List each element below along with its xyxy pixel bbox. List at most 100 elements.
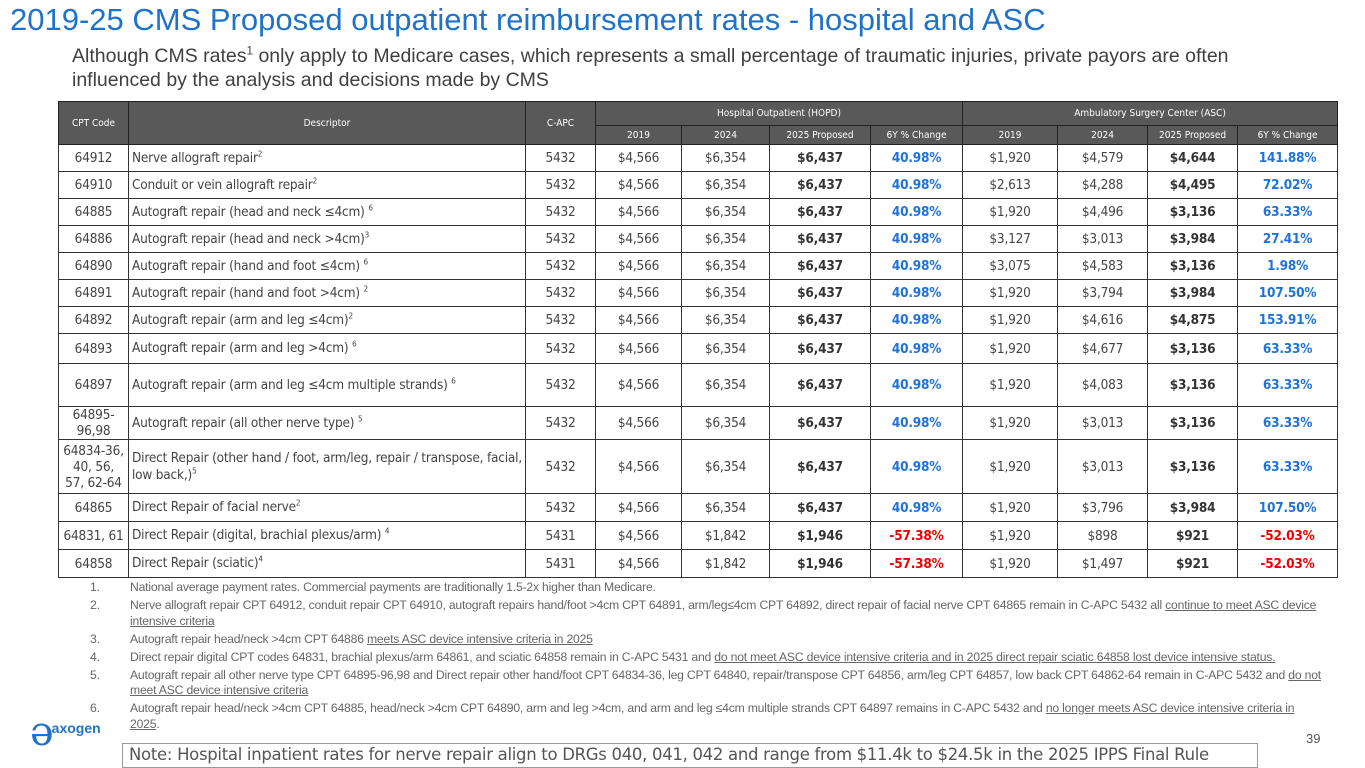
hopd-2025-proposed-cell: $1,946: [769, 521, 871, 550]
asc-2024-cell: $4,083: [1057, 363, 1149, 407]
asc-2025-proposed-cell: $4,495: [1147, 171, 1239, 199]
hopd-6y-change-cell: 40.98%: [869, 363, 964, 407]
table-row: 64834-36, 40, 56, 57, 62-64 Direct Repair…: [58, 439, 1339, 494]
hopd-2024-cell: $6,354: [681, 225, 770, 253]
footnote-number: 4.: [90, 649, 100, 664]
header-cpt-code: CPT Code: [58, 101, 129, 145]
c-apc-cell: 5432: [525, 171, 596, 199]
descriptor-cell: Direct Repair (other hand / foot, arm/le…: [128, 439, 526, 494]
hopd-2019-cell: $4,566: [595, 493, 682, 522]
hopd-2024-cell: $1,842: [681, 521, 770, 550]
table-row: 64895-96,98 Autograft repair (all other n…: [58, 406, 1339, 440]
subtitle-footnote-ref: 1: [246, 44, 254, 58]
hopd-2024-cell: $6,354: [681, 279, 770, 307]
footnote-body: Autograft repair head/neck >4cm CPT 6488…: [130, 631, 367, 646]
footnote-ref: 2: [312, 175, 318, 185]
footnote-number: 2.: [90, 597, 100, 612]
descriptor-cell: Autograft repair (arm and leg ≤4cm)2: [128, 306, 526, 334]
hopd-2019-cell: $4,566: [595, 252, 682, 280]
table-row: 64897 Autograft repair (arm and leg ≤4cm …: [58, 363, 1339, 407]
asc-2019-cell: $1,920: [962, 521, 1059, 550]
hopd-2025-proposed-cell: $6,437: [769, 144, 871, 172]
asc-2025-proposed-cell: $3,136: [1147, 406, 1239, 440]
asc-2019-cell: $1,920: [962, 279, 1059, 307]
descriptor-text: Autograft repair (hand and foot ≤4cm): [132, 257, 364, 274]
descriptor-text: Autograft repair (head and neck >4cm): [132, 230, 365, 247]
footnote-text: Nerve allograft repair CPT 64912, condui…: [130, 598, 1325, 629]
hopd-2019-cell: $4,566: [595, 549, 682, 578]
header-descriptor: Descriptor: [128, 101, 526, 145]
footnote-item: 4. Direct repair digital CPT codes 64831,…: [90, 650, 1325, 666]
descriptor-text: Autograft repair (arm and leg >4cm): [132, 340, 353, 356]
descriptor-text: Autograft repair (head and neck ≤4cm): [132, 203, 369, 220]
hopd-6y-change-cell: 40.98%: [869, 225, 964, 253]
hopd-2024-cell: $1,842: [681, 549, 770, 578]
descriptor-cell: Autograft repair (all other nerve type) …: [128, 406, 526, 440]
asc-2024-cell: $4,583: [1057, 252, 1149, 280]
descriptor-text: Conduit or vein allograft repair: [132, 176, 313, 193]
c-apc-cell: 5431: [525, 549, 596, 578]
asc-2019-cell: $3,075: [962, 252, 1059, 280]
hopd-6y-change-cell: 40.98%: [869, 279, 964, 307]
asc-2025-proposed-cell: $3,984: [1147, 225, 1239, 253]
footnote-ref: 6: [352, 338, 357, 349]
descriptor-text: Direct Repair (digital, brachial plexus/…: [132, 527, 385, 543]
asc-6y-change-cell: 153.91%: [1237, 306, 1339, 334]
hopd-2025-proposed-cell: $6,437: [769, 306, 871, 334]
footnote-body: National average payment rates. Commerci…: [130, 580, 656, 594]
table-row: 64858 Direct Repair (sciatic)4 5431 $4,566 $…: [58, 549, 1339, 578]
asc-2024-cell: $4,616: [1057, 306, 1149, 334]
footnote-ref: 6: [363, 256, 369, 266]
table-row: 64831, 61 Direct Repair (digital, brachia…: [58, 521, 1339, 550]
asc-2024-cell: $3,013: [1057, 225, 1149, 253]
asc-6y-change-cell: -52.03%: [1237, 521, 1339, 550]
cpt-code-cell: 64831, 61: [58, 521, 129, 550]
asc-6y-change-cell: 63.33%: [1237, 439, 1339, 494]
subtitle-text-rest: only apply to Medicare cases, which repr…: [72, 45, 1229, 91]
descriptor-text: Direct Repair of facial nerve: [132, 499, 296, 515]
page-number: 39: [1306, 731, 1321, 746]
descriptor-text: Nerve allograft repair: [132, 149, 258, 166]
footnote-ref: 2: [348, 310, 353, 320]
asc-2024-cell: $3,796: [1057, 493, 1149, 522]
subheader-hopd-0: 2019: [595, 125, 682, 145]
hopd-2025-proposed-cell: $6,437: [769, 198, 871, 226]
hopd-2019-cell: $4,566: [595, 144, 682, 172]
cpt-code-cell: 64858: [58, 549, 129, 578]
footnote-item: 2. Nerve allograft repair CPT 64912, cond…: [90, 598, 1325, 629]
asc-6y-change-cell: 63.33%: [1237, 406, 1339, 440]
footnote-ref: 2: [363, 283, 369, 293]
footnote-underlined: no longer meets ASC device intensive cri…: [130, 701, 1295, 731]
asc-6y-change-cell: 63.33%: [1237, 363, 1339, 407]
hopd-2019-cell: $4,566: [595, 171, 682, 199]
cpt-code-cell: 64865: [58, 493, 129, 522]
hopd-6y-change-cell: 40.98%: [869, 252, 964, 280]
cpt-code-cell: 64885: [58, 198, 129, 226]
asc-2024-cell: $898: [1057, 521, 1149, 550]
descriptor-text: Autograft repair (hand and foot >4cm): [132, 284, 364, 301]
asc-2019-cell: $1,920: [962, 333, 1059, 364]
c-apc-cell: 5432: [525, 252, 596, 280]
hopd-2024-cell: $6,354: [681, 406, 770, 440]
footnote-text: Direct repair digital CPT codes 64831, b…: [130, 649, 1276, 666]
asc-6y-change-cell: 141.88%: [1237, 144, 1339, 172]
footnote-item: 5. Autograft repair all other nerve type …: [90, 668, 1325, 699]
asc-2024-cell: $3,013: [1057, 406, 1149, 440]
hopd-2019-cell: $4,566: [595, 439, 682, 494]
asc-6y-change-cell: -52.03%: [1237, 549, 1339, 578]
table-row: 64886 Autograft repair (head and neck >4c…: [58, 225, 1339, 253]
hopd-6y-change-cell: 40.98%: [869, 406, 964, 440]
cpt-code-cell: 64890: [58, 252, 129, 280]
footnote-underlined: do not meet ASC device intensive criteri…: [130, 667, 1321, 698]
hopd-2024-cell: $6,354: [681, 493, 770, 522]
hopd-2019-cell: $4,566: [595, 225, 682, 253]
logo-text: axogen: [51, 720, 101, 736]
subheader-hopd-3: 6Y % Change: [869, 125, 964, 145]
asc-2019-cell: $1,920: [962, 363, 1059, 407]
slide-title: 2019-25 CMS Proposed outpatient reimburs…: [10, 2, 1046, 37]
asc-2025-proposed-cell: $3,136: [1147, 439, 1239, 494]
subheader-asc-4: 2019: [962, 125, 1059, 145]
footnote-underlined: do not meet ASC device intensive criteri…: [714, 649, 1276, 664]
asc-2025-proposed-cell: $3,136: [1147, 333, 1239, 364]
hopd-2025-proposed-cell: $6,437: [769, 225, 871, 253]
